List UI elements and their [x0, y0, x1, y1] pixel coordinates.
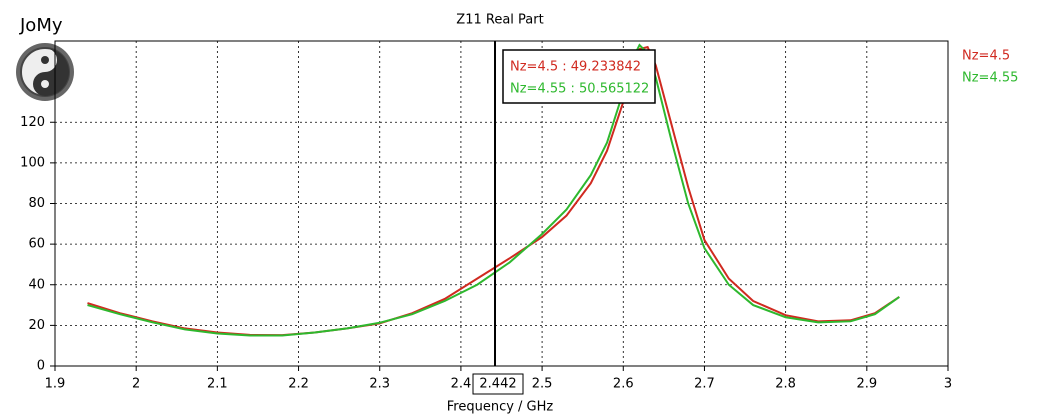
x-tick-label: 2.3 — [369, 377, 390, 392]
y-tick-label: 120 — [20, 115, 45, 130]
x-tick-label: 2.9 — [856, 377, 877, 392]
y-tick-label: 40 — [28, 277, 45, 292]
y-tick-label: 60 — [28, 237, 45, 252]
series-line — [87, 43, 900, 337]
y-tick-label: 20 — [28, 318, 45, 333]
chart-title: Z11 Real Part — [456, 13, 543, 28]
logo — [16, 43, 74, 101]
cursor-readout: Nz=4.55 : 50.565122 — [510, 82, 649, 97]
brand: JoMy — [19, 15, 63, 36]
legend-entry: Nz=4.55 — [962, 71, 1018, 86]
legend-entry: Nz=4.5 — [962, 49, 1010, 64]
y-tick-label: 80 — [28, 196, 45, 211]
cursor-x-box — [472, 373, 524, 395]
y-tick-label: 0 — [37, 359, 45, 374]
x-tick-label: 2.2 — [288, 377, 309, 392]
x-tick-label: 1.9 — [45, 377, 66, 392]
x-tick-label: 2.4 — [451, 377, 472, 392]
x-tick-label: 2.6 — [613, 377, 634, 392]
y-tick-label: 100 — [20, 155, 45, 170]
cursor-x-label: 2.442 — [479, 377, 516, 392]
x-tick-label: 2 — [132, 377, 140, 392]
x-tick-label: 2.5 — [532, 377, 553, 392]
x-tick-label: 2.8 — [775, 377, 796, 392]
cursor-readout: Nz=4.5 : 49.233842 — [510, 60, 641, 75]
x-axis-label: Frequency / GHz — [447, 400, 554, 415]
x-tick-label: 2.7 — [694, 377, 715, 392]
cursor-box — [502, 49, 656, 104]
x-tick-label: 2.1 — [207, 377, 228, 392]
x-tick-label: 3 — [944, 377, 952, 392]
